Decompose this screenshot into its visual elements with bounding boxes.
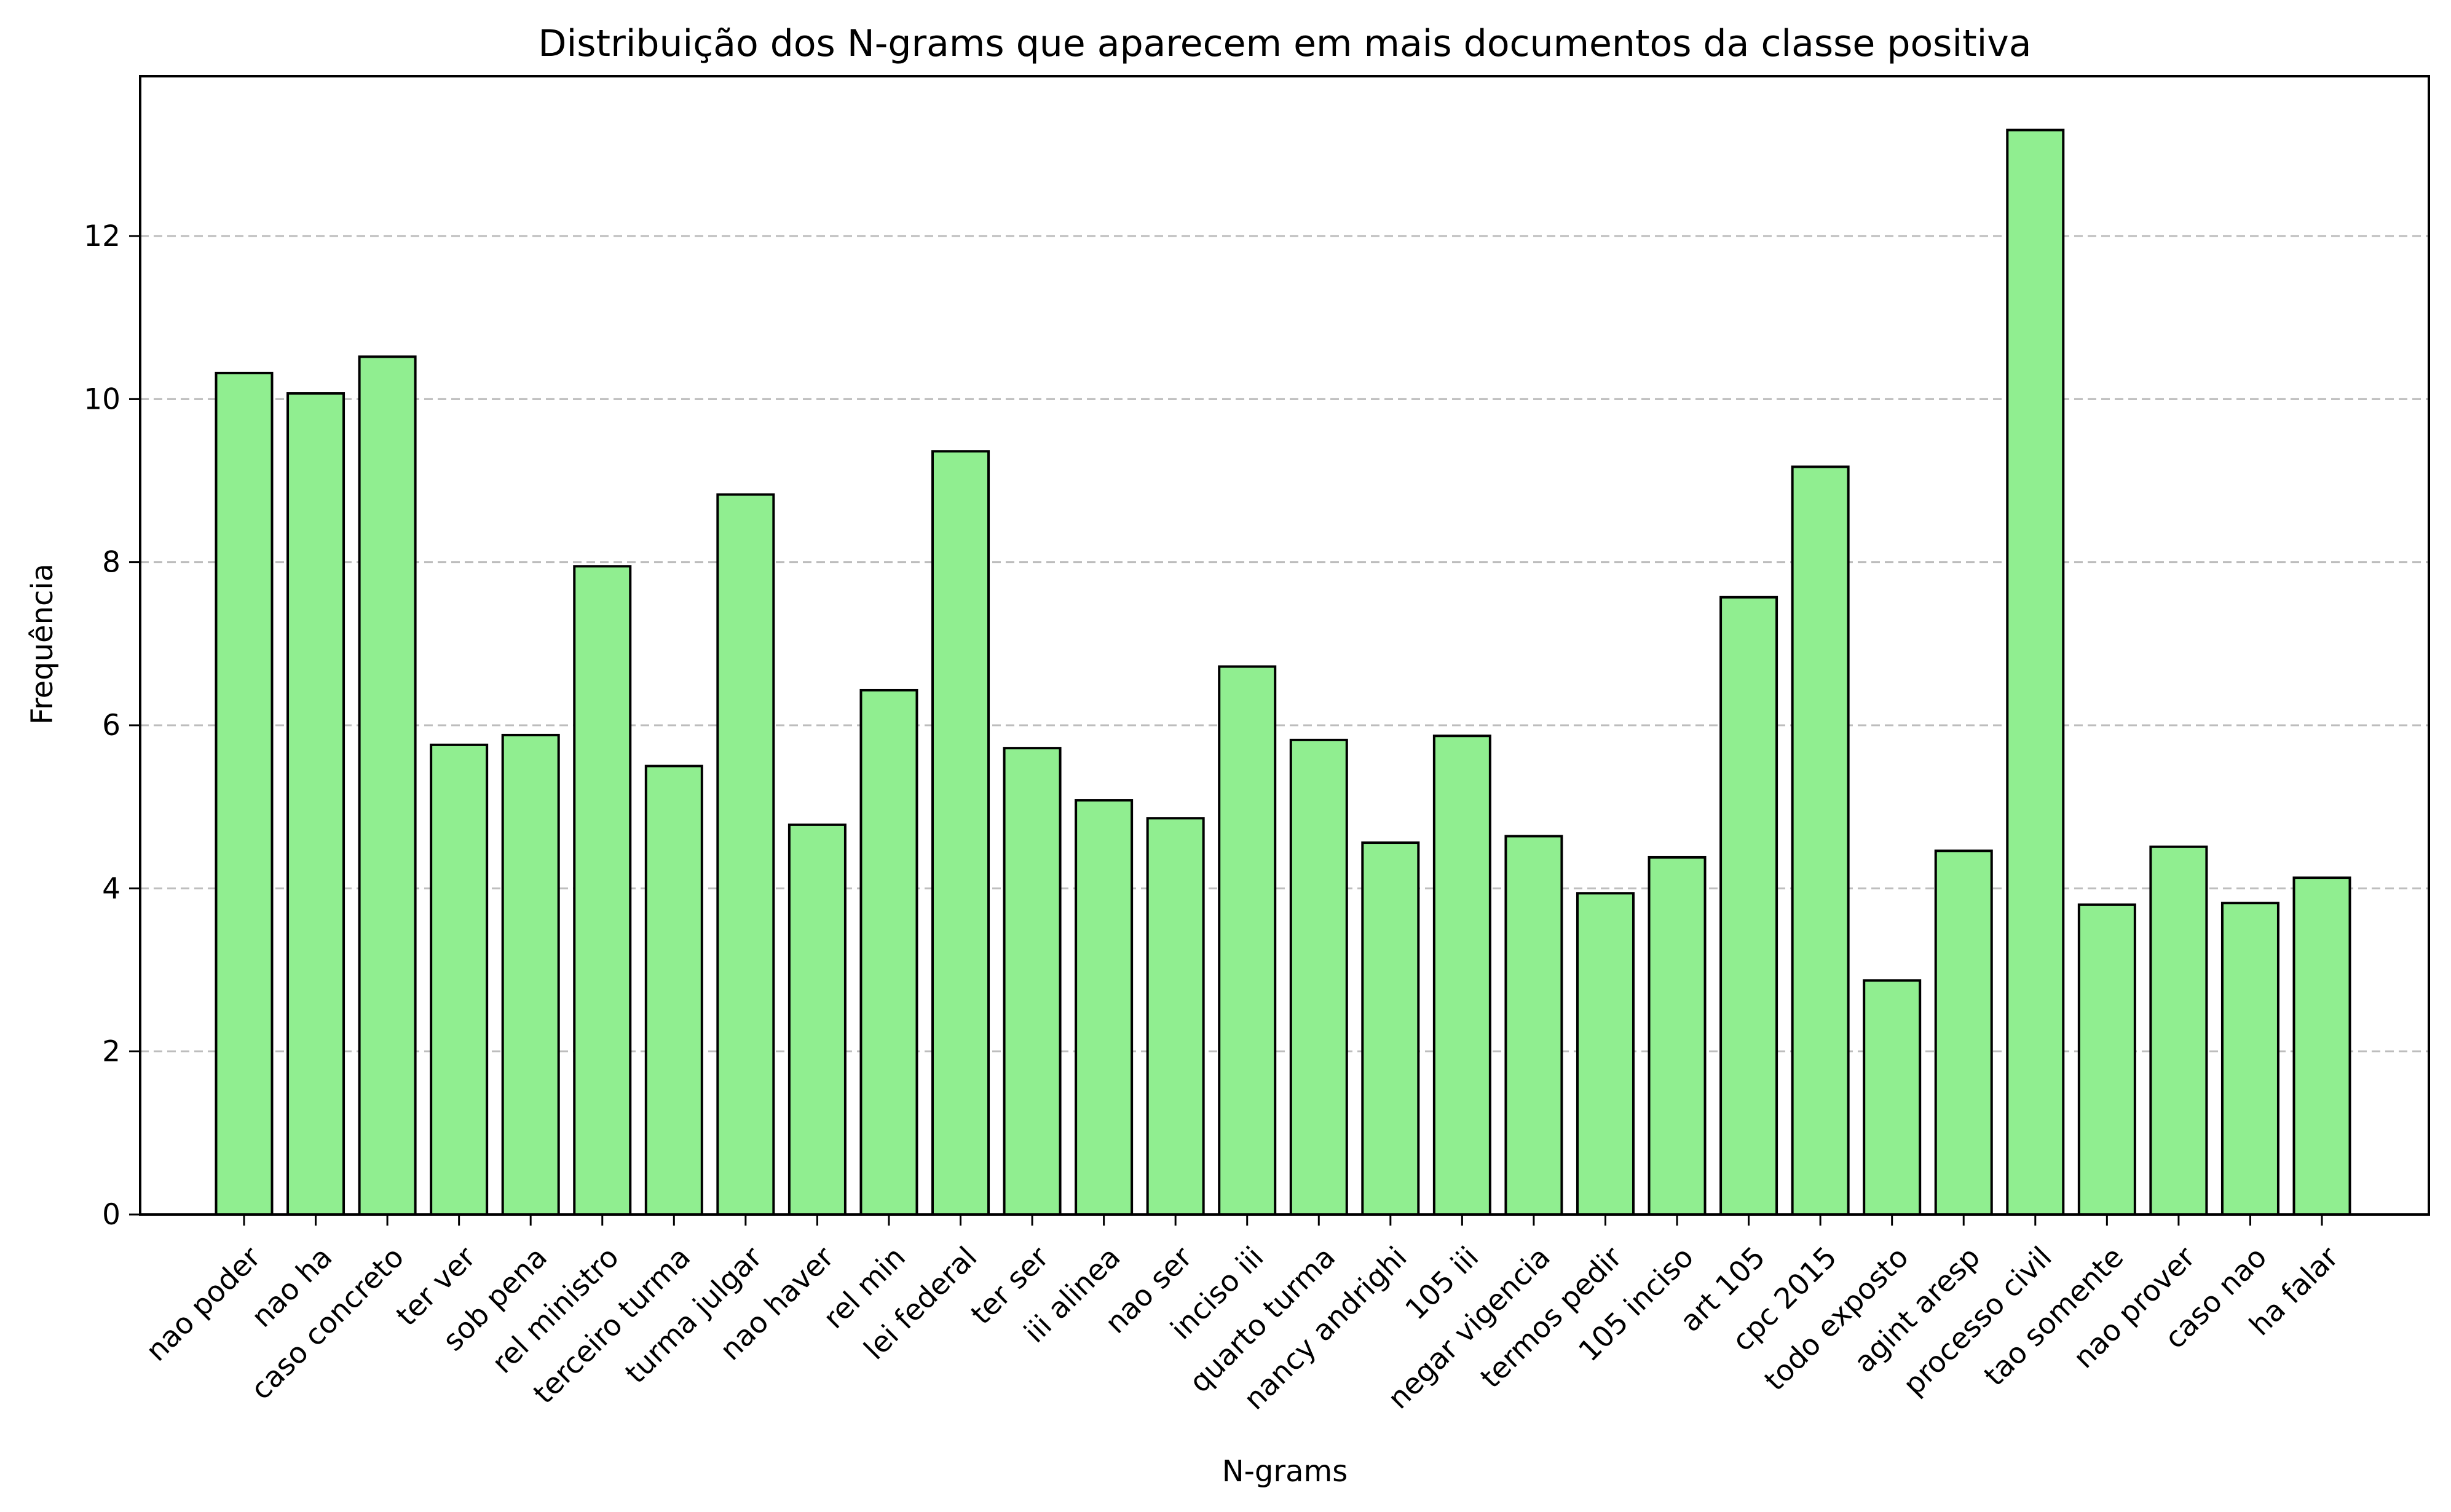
bar-nao-ha	[286, 392, 345, 1216]
bar-processo-civil	[2006, 128, 2065, 1216]
bar-agint-aresp	[1934, 849, 1993, 1216]
bar-negar-vigencia	[1504, 835, 1563, 1216]
bar-nancy-andrighi	[1361, 841, 1420, 1216]
bar-iii-alinea	[1075, 799, 1134, 1216]
bar-cpc-2015	[1791, 465, 1850, 1216]
bar-105-inciso	[1648, 856, 1707, 1216]
bar-ter-ser	[1003, 747, 1062, 1216]
bar-ter-ver	[430, 743, 489, 1216]
y-tick-label: 2	[102, 1035, 120, 1069]
bar-nao-ser	[1146, 817, 1205, 1216]
bar-sob-pena	[501, 733, 560, 1216]
y-tick-label: 8	[102, 546, 120, 580]
bar-termos-pedir	[1576, 892, 1635, 1216]
bar-quarto-turma	[1289, 738, 1348, 1216]
y-axis-ticks: 0 2 4 6 8 10 12	[84, 219, 140, 1232]
x-tick-label: nao poder	[140, 1240, 267, 1368]
bar-105-iii	[1432, 734, 1491, 1216]
bar-lei-federal	[931, 450, 990, 1216]
bar-nao-poder	[215, 371, 274, 1216]
bar-terceiro-turma	[644, 765, 703, 1216]
y-tick-label: 10	[84, 382, 120, 416]
bar-turma-julgar	[716, 493, 775, 1216]
bar-art-105	[1719, 596, 1778, 1216]
chart-title: Distribuição dos N-grams que aparecem em…	[538, 22, 2031, 65]
bar-tao-somente	[2077, 903, 2136, 1216]
bar-nao-prover	[2149, 845, 2208, 1216]
plot-frame	[139, 75, 2430, 1216]
x-axis-label: N-grams	[1222, 1454, 1348, 1489]
y-tick-label: 4	[102, 872, 120, 905]
bar-rel-min	[859, 688, 918, 1216]
y-tick-label: 6	[102, 709, 120, 742]
y-tick-label: 12	[84, 219, 120, 253]
bar-todo-exposto	[1863, 979, 1922, 1216]
bar-nao-haver	[787, 823, 847, 1216]
bar-caso-concreto	[358, 355, 417, 1216]
bar-ha-falar	[2292, 876, 2351, 1216]
bar-inciso-iii	[1218, 665, 1277, 1216]
bar-rel-ministro	[573, 565, 632, 1216]
bars	[215, 128, 2351, 1216]
y-tick-label: 0	[102, 1198, 120, 1232]
y-axis-label: Frequência	[25, 564, 60, 725]
bar-caso-nao	[2220, 902, 2279, 1216]
